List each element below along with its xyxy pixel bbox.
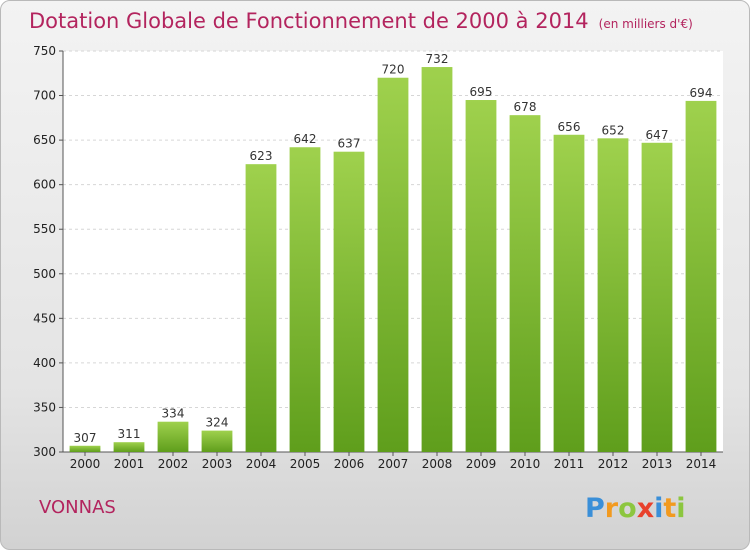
- y-tick-label: 350: [33, 400, 56, 414]
- x-tick-label: 2000: [70, 457, 101, 471]
- bar: [289, 147, 321, 453]
- data-label: 678: [514, 100, 537, 114]
- y-tick-label: 450: [33, 311, 56, 325]
- data-label: 334: [162, 407, 185, 421]
- data-label: 695: [470, 85, 493, 99]
- svg-text:Proxiti: Proxiti: [585, 493, 686, 524]
- bar: [465, 100, 497, 452]
- data-label: 642: [294, 132, 317, 146]
- y-tick-label: 500: [33, 267, 56, 281]
- y-tick-label: 550: [33, 222, 56, 236]
- y-tick-label: 300: [33, 445, 56, 459]
- x-tick-label: 2005: [290, 457, 321, 471]
- x-tick-label: 2002: [158, 457, 189, 471]
- bar: [377, 77, 409, 452]
- bar: [509, 115, 541, 452]
- bar: [641, 142, 673, 453]
- bar: [333, 151, 365, 452]
- bar: [113, 442, 145, 452]
- x-tick-label: 2007: [378, 457, 409, 471]
- y-tick-label: 700: [33, 89, 56, 103]
- x-tick-label: 2004: [246, 457, 277, 471]
- data-label: 647: [646, 128, 669, 142]
- x-tick-label: 2009: [466, 457, 497, 471]
- bar: [421, 67, 453, 452]
- data-label: 732: [426, 52, 449, 66]
- data-label: 656: [558, 120, 581, 134]
- data-label: 324: [206, 416, 229, 430]
- bar: [685, 100, 717, 452]
- x-tick-label: 2012: [598, 457, 629, 471]
- x-tick-label: 2011: [554, 457, 585, 471]
- y-tick-label: 750: [33, 44, 56, 58]
- bar: [69, 445, 101, 452]
- x-tick-label: 2008: [422, 457, 453, 471]
- bar: [157, 421, 189, 452]
- bar: [201, 430, 233, 452]
- x-tick-label: 2006: [334, 457, 365, 471]
- data-label: 694: [690, 86, 713, 100]
- title-text: Dotation Globale de Fonctionnement de 20…: [29, 9, 589, 33]
- data-label: 311: [118, 427, 141, 441]
- bar: [553, 134, 585, 452]
- data-label: 652: [602, 123, 625, 137]
- y-tick-label: 400: [33, 356, 56, 370]
- x-tick-label: 2013: [642, 457, 673, 471]
- x-tick-label: 2010: [510, 457, 541, 471]
- data-label: 720: [382, 63, 405, 77]
- y-tick-label: 600: [33, 178, 56, 192]
- x-tick-label: 2014: [686, 457, 717, 471]
- bar: [245, 164, 277, 452]
- title-unit: (en milliers d'€): [598, 17, 693, 31]
- x-tick-label: 2001: [114, 457, 145, 471]
- data-label: 637: [338, 137, 361, 151]
- place-name: VONNAS: [39, 497, 116, 518]
- x-tick-label: 2003: [202, 457, 233, 471]
- data-label: 623: [250, 149, 273, 163]
- y-tick-label: 650: [33, 133, 56, 147]
- proxiti-logo: Proxiti: [585, 493, 686, 524]
- data-label: 307: [74, 431, 97, 445]
- chart-title: Dotation Globale de Fonctionnement de 20…: [29, 9, 693, 33]
- bar: [597, 138, 629, 452]
